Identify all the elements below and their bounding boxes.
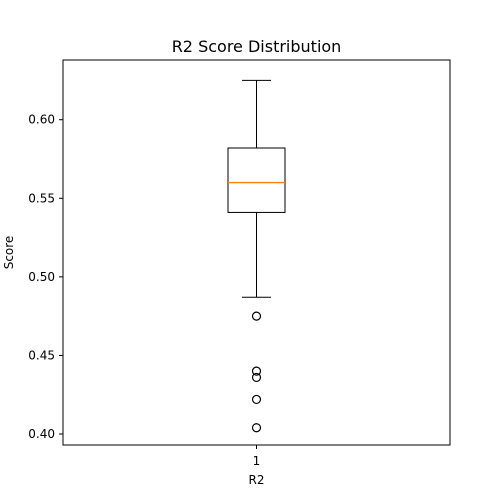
outlier-point-2: [251, 366, 262, 376]
outlier-point-1: [251, 311, 262, 321]
chart-title: R2 Score Distribution: [172, 37, 342, 56]
plot-area: 0.40 0.45 0.50 0.55 0.60 1: [28, 59, 451, 468]
y-tick-label-3: 0.50: [28, 270, 55, 284]
y-axis-label: Score: [2, 236, 16, 270]
iqr-box: [227, 147, 286, 213]
y-tick-label-4: 0.55: [28, 191, 55, 205]
outlier-point-3: [251, 372, 262, 383]
y-tick-label-1: 0.40: [28, 427, 55, 441]
y-tick-label-2: 0.45: [28, 348, 55, 362]
y-tick-label-5: 0.60: [28, 113, 55, 127]
x-axis-label: R2: [249, 473, 265, 487]
x-tick-label-1: 1: [253, 454, 261, 468]
outlier-point-5: [251, 423, 262, 433]
outlier-point-4: [251, 394, 262, 405]
